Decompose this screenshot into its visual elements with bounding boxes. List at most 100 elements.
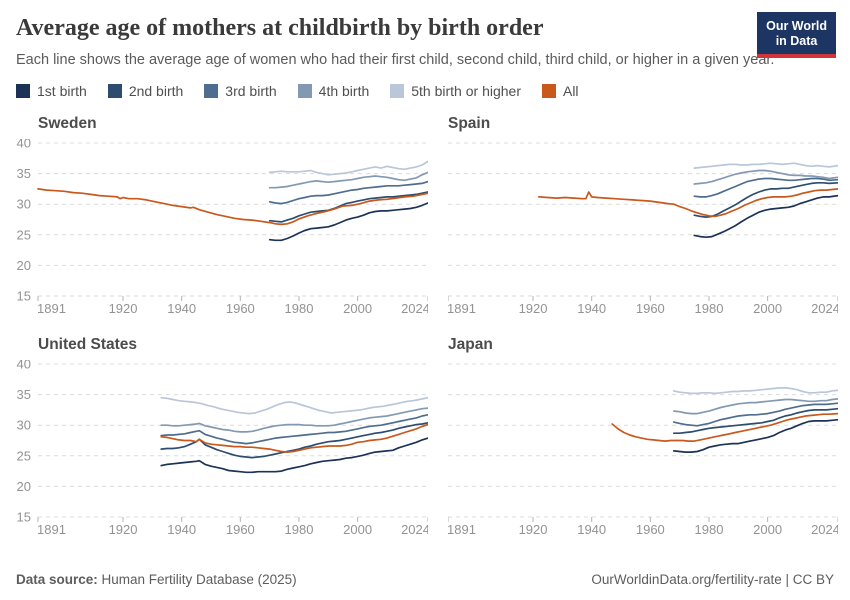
line-4th-birth-sweden <box>268 171 429 189</box>
legend-swatch-icon <box>390 83 405 98</box>
panel-title-spain: Spain <box>448 114 491 132</box>
legend-item-5th-birth-or-higher[interactable]: 5th birth or higher <box>390 83 521 99</box>
x-tick-label: 1940 <box>577 522 606 537</box>
panel-title-united-states: United States <box>38 335 138 353</box>
data-source-label: Data source: <box>16 572 98 587</box>
y-tick-label: 25 <box>17 448 31 463</box>
line-1st-birth-spain <box>693 194 839 238</box>
x-tick-label: 1960 <box>636 522 665 537</box>
x-tick-label: 2024 <box>811 522 838 537</box>
x-tick-label: 1891 <box>37 301 66 316</box>
x-tick-label: 1960 <box>226 522 255 537</box>
x-tick-label: 1960 <box>636 301 665 316</box>
x-tick-label: 1960 <box>226 301 255 316</box>
line-5th-birth-or-higher-japan <box>672 386 839 394</box>
chart-footer: Data source: Human Fertility Database (2… <box>16 572 834 587</box>
y-tick-label: 30 <box>17 196 31 211</box>
data-source-text: Human Fertility Database (2025) <box>97 572 297 587</box>
x-tick-label: 1920 <box>109 522 138 537</box>
y-tick-label: 15 <box>17 509 31 524</box>
line-3rd-birth-sweden <box>268 180 429 205</box>
x-tick-label: 2024 <box>401 301 428 316</box>
line-2nd-birth-sweden <box>268 190 429 223</box>
line-1st-birth-sweden <box>268 201 429 241</box>
legend-item-all[interactable]: All <box>541 82 579 99</box>
line-2nd-birth-japan <box>672 407 839 434</box>
legend-item-1st-birth[interactable]: 1st birth <box>16 83 87 99</box>
y-tick-label: 40 <box>17 360 31 372</box>
logo-line2: in Data <box>775 33 818 48</box>
x-tick-label: 1940 <box>167 301 196 316</box>
panels-grid: Sweden 40 35 30 25 20 15 1891 1920 1940 1960 1980 20… <box>16 114 840 547</box>
legend-label: 3rd birth <box>225 82 277 99</box>
panel-title-sweden: Sweden <box>38 114 97 132</box>
x-tick-label: 1940 <box>167 522 196 537</box>
y-tick-label: 25 <box>17 227 31 242</box>
line-1st-birth-united-states <box>160 436 429 473</box>
legend-swatch-icon <box>541 83 556 98</box>
line-4th-birth-spain <box>693 169 839 185</box>
line-3rd-birth-united-states <box>160 413 429 445</box>
legend-label: All <box>562 82 579 99</box>
x-tick-label: 1891 <box>448 301 476 316</box>
x-tick-label: 1940 <box>577 301 606 316</box>
panel-title-japan: Japan <box>448 335 493 353</box>
legend-label: 1st birth <box>37 82 87 99</box>
line-1st-birth-japan <box>672 418 839 453</box>
x-tick-label: 1980 <box>285 522 314 537</box>
panel-plot-sweden[interactable]: 40 35 30 25 20 15 1891 1920 1940 1960 1980 2000 2024 <box>16 135 430 321</box>
panel-plot-spain[interactable]: 1891 1920 1940 1960 1980 2000 2024 <box>447 139 840 321</box>
panel-japan: Japan 1891 1920 1940 1960 1980 2000 2024 <box>447 335 840 547</box>
legend-item-3rd-birth[interactable]: 3rd birth <box>204 82 277 99</box>
data-source: Data source: Human Fertility Database (2… <box>16 572 297 587</box>
x-tick-label: 1980 <box>695 522 724 537</box>
chart-title: Average age of mothers at childbirth by … <box>16 15 544 41</box>
legend-label: 4th birth <box>318 82 370 99</box>
panel-united-states: United States 40 35 30 25 20 15 1891 1920 1940 196… <box>16 335 430 547</box>
line-4th-birth-japan <box>672 397 839 415</box>
logo-line1: Our World <box>766 19 827 33</box>
line-all-united-states <box>160 423 429 453</box>
line-all-sweden <box>37 187 429 225</box>
legend-label: 2nd birth <box>128 82 184 99</box>
line-4th-birth-united-states <box>160 406 429 433</box>
line-5th-birth-or-higher-spain <box>693 162 839 169</box>
legend: 1st birth 2nd birth 3rd birth 4th birth 5th … <box>16 83 834 99</box>
panel-plot-japan[interactable]: 1891 1920 1940 1960 1980 2000 2024 <box>447 360 840 542</box>
x-tick-label: 1920 <box>109 301 138 316</box>
x-tick-label: 1920 <box>519 522 548 537</box>
credit-link[interactable]: OurWorldinData.org/fertility-rate | CC B… <box>591 572 834 587</box>
line-3rd-birth-japan <box>672 402 839 427</box>
y-tick-label: 20 <box>17 479 31 494</box>
y-tick-label: 35 <box>17 166 31 181</box>
y-tick-label: 40 <box>17 139 31 151</box>
legend-swatch-icon <box>107 83 122 98</box>
x-tick-label: 1980 <box>695 301 724 316</box>
x-tick-label: 2000 <box>753 522 782 537</box>
line-5th-birth-or-higher-united-states <box>160 396 429 415</box>
legend-swatch-icon <box>204 83 219 98</box>
line-all-japan <box>611 412 839 442</box>
chart-subtitle: Each line shows the average age of women… <box>16 51 775 68</box>
panel-plot-united-states[interactable]: 40 35 30 25 20 15 1891 1920 1940 1960 1980 2000 2024 <box>16 356 430 542</box>
x-tick-label: 2000 <box>343 522 372 537</box>
y-tick-label: 35 <box>17 387 31 402</box>
line-5th-birth-or-higher-sweden <box>268 160 429 176</box>
line-all-spain <box>538 187 839 217</box>
line-2nd-birth-spain <box>693 181 839 218</box>
x-tick-label: 2000 <box>343 301 372 316</box>
chart-header: Our World in Data Average age of mothers… <box>0 0 850 99</box>
line-2nd-birth-united-states <box>160 421 429 459</box>
x-tick-label: 1891 <box>448 522 476 537</box>
x-tick-label: 2024 <box>401 522 428 537</box>
owid-logo: Our World in Data <box>757 12 836 58</box>
x-tick-label: 2024 <box>811 301 838 316</box>
legend-item-4th-birth[interactable]: 4th birth <box>297 82 370 99</box>
y-tick-label: 20 <box>17 258 31 273</box>
x-tick-label: 2000 <box>753 301 782 316</box>
panel-spain: Spain 1891 1920 1940 1960 1980 2000 2024 <box>447 114 840 326</box>
line-3rd-birth-spain <box>693 177 839 198</box>
panel-sweden: Sweden 40 35 30 25 20 15 1891 1920 1940 1960 1980 20… <box>16 114 430 326</box>
legend-item-2nd-birth[interactable]: 2nd birth <box>107 82 184 99</box>
x-tick-label: 1920 <box>519 301 548 316</box>
